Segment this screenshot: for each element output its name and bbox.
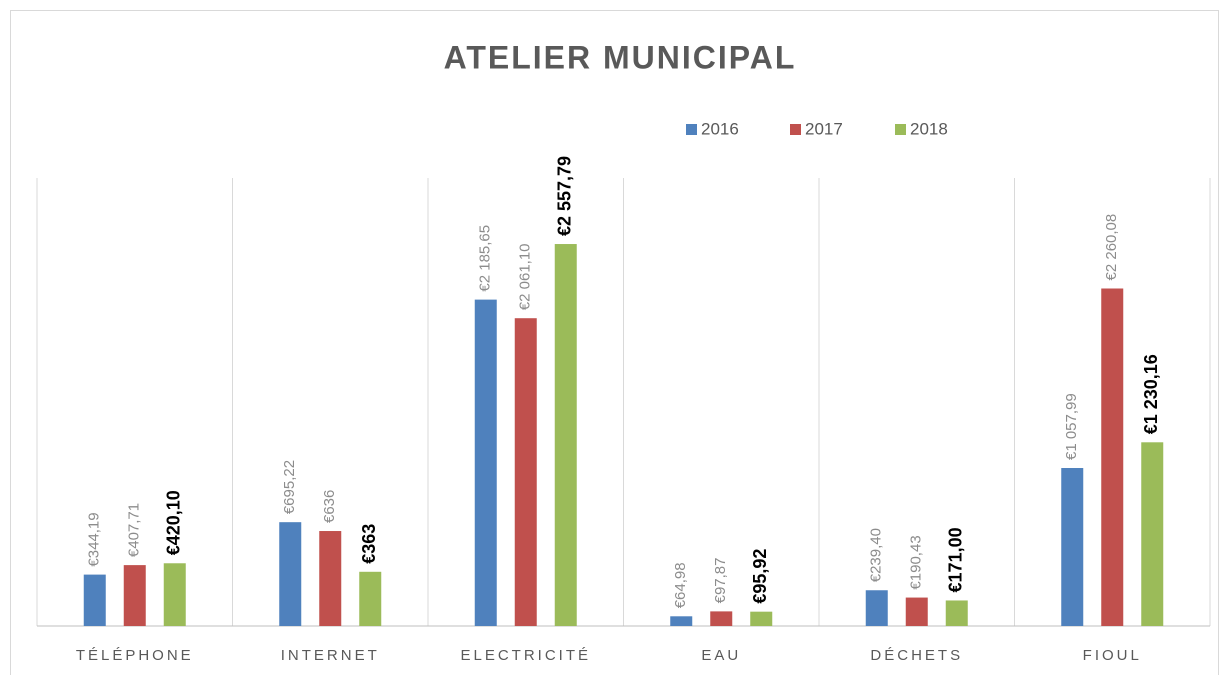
x-tick-label: INTERNET <box>281 647 380 664</box>
legend-swatch <box>895 124 906 135</box>
x-tick-label: TÉLÉPHONE <box>76 647 194 664</box>
bar <box>905 597 928 626</box>
data-label: €97,87 <box>712 557 729 603</box>
data-label: €420,10 <box>164 490 184 555</box>
data-label: €2 185,65 <box>477 225 494 292</box>
bar <box>163 563 186 626</box>
data-label: €695,22 <box>281 460 298 514</box>
data-label: €239,40 <box>868 528 885 582</box>
data-label: €344,19 <box>86 512 103 566</box>
data-label: €636 <box>321 490 338 523</box>
bar <box>670 616 693 626</box>
data-label: €363 <box>359 524 379 564</box>
x-tick-label: DÉCHETS <box>870 647 963 664</box>
data-label: €64,98 <box>672 562 689 608</box>
bar <box>359 571 382 626</box>
bar <box>750 611 773 626</box>
bar <box>554 244 577 627</box>
data-label: €2 557,79 <box>555 156 575 236</box>
bar <box>123 565 146 626</box>
data-label: €1 230,16 <box>1141 354 1161 434</box>
x-tick-label: FIOUL <box>1083 647 1142 664</box>
data-label: €2 260,08 <box>1103 214 1120 281</box>
chart-title: ATELIER MUNICIPAL <box>444 39 797 75</box>
bar <box>710 611 733 626</box>
bar <box>514 318 537 626</box>
bar <box>83 574 106 626</box>
bar <box>945 600 968 626</box>
legend-swatch <box>790 124 801 135</box>
bar <box>865 590 888 626</box>
bar <box>1141 442 1164 626</box>
legend-swatch <box>686 124 697 135</box>
legend-label: 2016 <box>701 119 739 138</box>
bar <box>279 522 302 626</box>
x-tick-label: EAU <box>701 647 741 664</box>
chart-border <box>10 10 1219 675</box>
data-label: €190,43 <box>908 535 925 589</box>
data-label: €171,00 <box>946 527 966 592</box>
data-label: €407,71 <box>126 503 143 557</box>
legend-label: 2018 <box>910 119 948 138</box>
bar <box>1061 468 1084 626</box>
x-tick-label: ELECTRICITÉ <box>460 647 591 664</box>
data-label: €2 061,10 <box>517 243 534 310</box>
bar <box>1101 288 1124 626</box>
bar <box>474 299 497 626</box>
data-label: €1 057,99 <box>1063 393 1080 460</box>
bar <box>319 531 342 626</box>
data-label: €95,92 <box>750 549 770 604</box>
legend-label: 2017 <box>805 119 843 138</box>
